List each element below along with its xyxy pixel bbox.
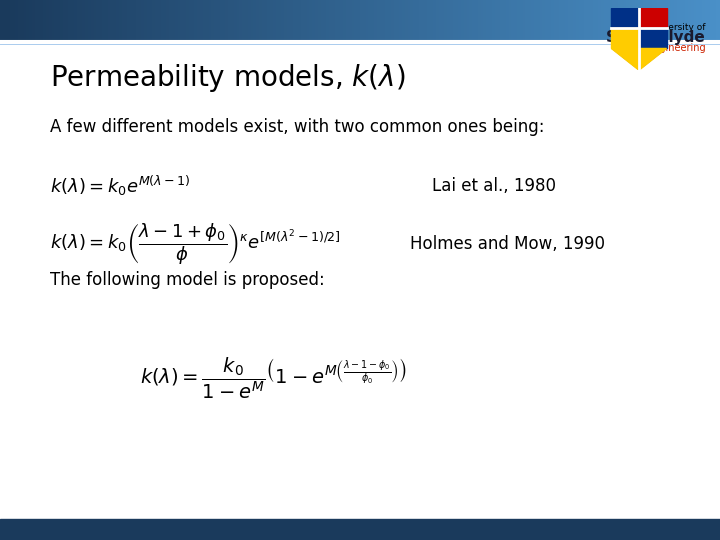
Text: The following model is proposed:: The following model is proposed: [50,271,325,289]
Text: Lai et al., 1980: Lai et al., 1980 [432,177,556,195]
Text: Permeability models, $k(\lambda)$: Permeability models, $k(\lambda)$ [50,62,406,94]
Text: Strathclyde: Strathclyde [606,30,706,45]
Bar [0,519,720,540]
Polygon shape [611,8,639,28]
Text: $k(\lambda) = k_0 \left( \dfrac{\lambda - 1 + \phi_0}{\phi} \right)^{\kappa} e^{: $k(\lambda) = k_0 \left( \dfrac{\lambda … [50,221,341,267]
Polygon shape [611,28,639,49]
Text: Holmes and Mow, 1990: Holmes and Mow, 1990 [410,235,606,253]
Text: Engineering: Engineering [647,43,706,52]
Text: Phil Riches, Meditech, 6 November 2008: Phil Riches, Meditech, 6 November 2008 [465,522,691,531]
Polygon shape [639,28,667,49]
Polygon shape [639,8,667,28]
Text: University of: University of [648,23,706,31]
Text: $k(\lambda) = k_0 e^{M(\lambda-1)}$: $k(\lambda) = k_0 e^{M(\lambda-1)}$ [50,174,191,198]
Polygon shape [611,8,667,70]
Text: $k(\lambda) = \dfrac{k_0}{1 - e^M} \left(1 - e^{M \left( \frac{\lambda - 1 - \ph: $k(\lambda) = \dfrac{k_0}{1 - e^M} \left… [140,355,408,401]
Polygon shape [611,49,667,70]
Text: A few different models exist, with two common ones being:: A few different models exist, with two c… [50,118,545,136]
